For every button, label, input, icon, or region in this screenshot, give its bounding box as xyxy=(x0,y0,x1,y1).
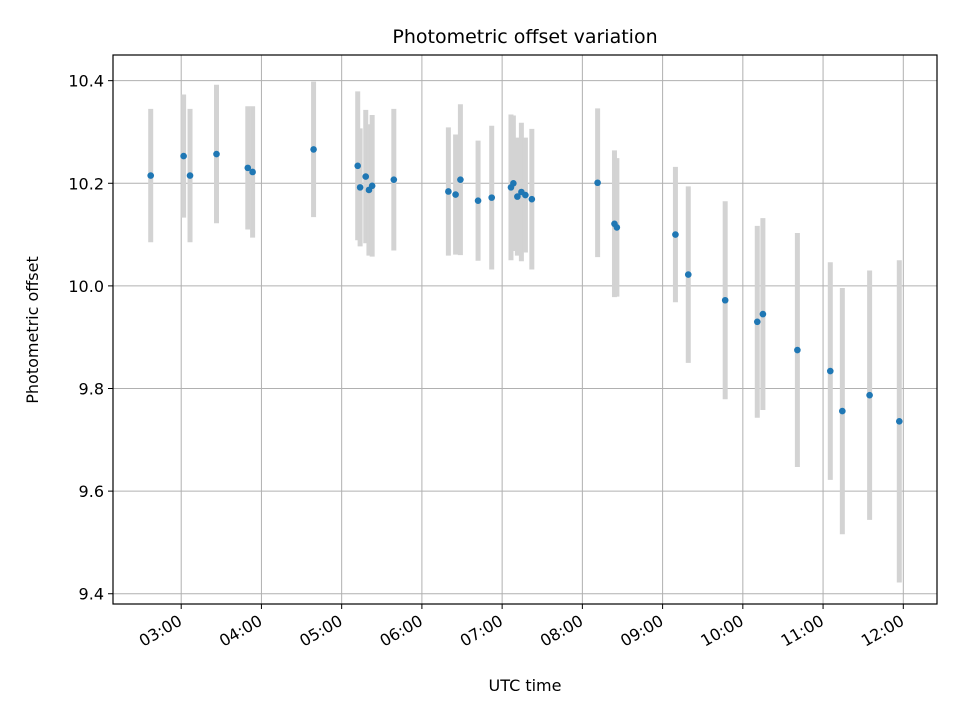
data-point xyxy=(721,296,729,304)
y-tick-label: 10.4 xyxy=(68,72,104,91)
data-point xyxy=(866,391,873,399)
data-point xyxy=(368,182,376,190)
y-tick-label: 10.2 xyxy=(68,174,104,193)
data-point xyxy=(244,164,252,172)
data-point xyxy=(514,193,521,200)
data-point xyxy=(684,271,692,278)
data-point xyxy=(213,150,220,158)
data-point xyxy=(354,162,362,170)
data-point xyxy=(356,184,364,191)
data-point xyxy=(186,172,194,179)
data-points xyxy=(147,146,903,425)
data-point xyxy=(452,191,459,198)
y-tick-label: 9.4 xyxy=(79,585,104,604)
data-point xyxy=(310,146,317,153)
data-point xyxy=(474,197,482,205)
data-point xyxy=(826,367,834,375)
data-point xyxy=(147,172,155,179)
data-point xyxy=(759,310,767,318)
plot-frame xyxy=(112,54,938,605)
data-point xyxy=(528,195,536,203)
data-point xyxy=(249,168,256,176)
data-point xyxy=(522,191,529,199)
y-tick-label: 9.8 xyxy=(79,380,104,399)
data-point xyxy=(895,418,903,425)
data-point xyxy=(510,179,517,187)
data-point xyxy=(488,194,496,201)
data-point xyxy=(753,318,761,326)
data-point xyxy=(594,179,601,187)
y-tick-label: 10.0 xyxy=(68,277,104,296)
data-point xyxy=(457,176,464,183)
y-tick-label: 9.6 xyxy=(79,482,104,501)
data-point xyxy=(445,188,452,195)
data-point xyxy=(839,407,846,415)
y-axis-title: Photometric offset xyxy=(23,256,42,404)
chart-title: Photometric offset variation xyxy=(392,26,657,48)
data-point xyxy=(613,224,621,231)
data-point xyxy=(362,173,370,180)
data-point xyxy=(794,346,801,354)
x-axis-title: UTC time xyxy=(489,676,562,695)
data-point xyxy=(672,231,679,238)
data-point xyxy=(390,176,398,183)
data-point xyxy=(180,152,187,160)
